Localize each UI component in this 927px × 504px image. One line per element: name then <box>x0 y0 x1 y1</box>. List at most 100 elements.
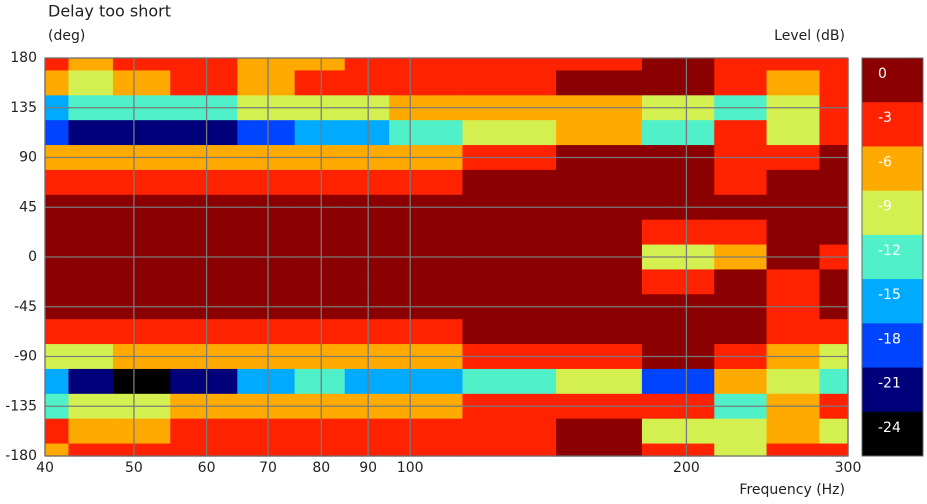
x-tick-label: 40 <box>36 460 54 476</box>
colorbar-band <box>862 234 923 280</box>
heat-cell <box>68 418 114 445</box>
heat-cell <box>45 120 70 146</box>
heat-cell <box>766 418 821 445</box>
heat-cell <box>556 418 643 445</box>
heat-cell <box>389 58 464 72</box>
heat-cell <box>766 219 821 246</box>
heat-cell <box>389 169 464 196</box>
heat-cell <box>45 219 70 246</box>
heat-cell <box>556 120 643 146</box>
heat-cell <box>68 368 114 395</box>
heat-cell <box>45 269 70 295</box>
colorbar-band <box>862 102 923 147</box>
heat-cell <box>68 443 114 457</box>
colorbar-tick-label: -9 <box>878 199 892 215</box>
y-tick-label: -90 <box>14 349 37 365</box>
colorbar-label: Level (dB) <box>774 28 845 44</box>
heat-cell <box>462 58 557 72</box>
heat-cell <box>294 368 346 395</box>
heat-cell <box>766 120 821 146</box>
heat-cell <box>237 269 296 295</box>
heat-cell <box>556 319 643 345</box>
colorbar-tick-label: -21 <box>878 376 901 392</box>
colorbar-frame <box>861 57 924 457</box>
heat-cell <box>237 418 296 445</box>
x-tick-label: 80 <box>312 460 330 476</box>
heat-cell <box>766 269 821 295</box>
y-tick-label: 90 <box>19 150 37 166</box>
x-tick-label: 100 <box>397 460 424 476</box>
heat-cell <box>766 70 821 96</box>
heat-cell <box>344 70 390 96</box>
heat-cell <box>170 120 238 146</box>
y-tick-label: 180 <box>10 50 37 66</box>
heat-cell <box>68 70 114 96</box>
heat-cell <box>68 169 114 196</box>
heat-cell <box>819 319 849 345</box>
heat-cell <box>641 368 715 395</box>
heat-cell <box>170 219 238 246</box>
heat-cell <box>819 219 849 246</box>
x-tick-label: 60 <box>198 460 216 476</box>
heat-cell <box>714 269 768 295</box>
heat-cell <box>170 58 238 72</box>
heat-cell <box>389 319 464 345</box>
heat-cell <box>170 443 238 457</box>
heat-cell <box>45 70 70 96</box>
x-tick-label: 70 <box>259 460 277 476</box>
heat-cell <box>714 70 768 96</box>
heat-cell <box>714 368 768 395</box>
heat-cell <box>714 319 768 345</box>
colorbar-band <box>862 58 923 103</box>
heat-cell <box>462 120 557 146</box>
heat-cell <box>389 443 464 457</box>
heat-cell <box>389 418 464 445</box>
x-tick-label: 300 <box>835 460 862 476</box>
heat-cell <box>344 368 390 395</box>
heat-cell <box>641 443 715 457</box>
x-tick-label: 50 <box>125 460 143 476</box>
heat-cell <box>556 169 643 196</box>
colorbar-tick-label: -18 <box>878 331 901 347</box>
heat-cell <box>556 58 643 72</box>
plot-frame <box>44 57 849 457</box>
heat-cell <box>45 443 70 457</box>
y-tick-label: -180 <box>5 448 37 464</box>
colorbar-tick-label: -6 <box>878 154 892 170</box>
heat-cell <box>641 169 715 196</box>
heat-cell <box>462 418 557 445</box>
heat-cell <box>112 120 171 146</box>
heat-cell <box>819 169 849 196</box>
heat-cell <box>294 418 346 445</box>
heat-cell <box>112 58 171 72</box>
heat-cell <box>112 443 171 457</box>
heat-cell <box>112 418 171 445</box>
heat-cell <box>641 418 715 445</box>
y-tick-label: -45 <box>14 299 37 315</box>
heat-cell <box>68 58 114 72</box>
heat-cell <box>462 219 557 246</box>
y-tick-label: 135 <box>10 100 37 116</box>
heat-cell <box>237 319 296 345</box>
heat-cell <box>112 70 171 96</box>
heat-cell <box>170 319 238 345</box>
heat-cell <box>45 368 70 395</box>
heat-cell <box>641 219 715 246</box>
heat-cell <box>237 219 296 246</box>
heat-cell <box>714 219 768 246</box>
heat-cell <box>389 269 464 295</box>
heat-cell <box>462 169 557 196</box>
y-axis-label: (deg) <box>48 28 85 44</box>
heat-cell <box>389 120 464 146</box>
heat-cell <box>344 169 390 196</box>
heat-cell <box>45 418 70 445</box>
heat-cell <box>344 219 390 246</box>
heat-cell <box>556 443 643 457</box>
heat-cell <box>68 319 114 345</box>
heat-cell <box>68 219 114 246</box>
heat-cell <box>68 269 114 295</box>
heat-cell <box>766 368 821 395</box>
heat-cell <box>766 58 821 72</box>
heat-cell <box>344 418 390 445</box>
